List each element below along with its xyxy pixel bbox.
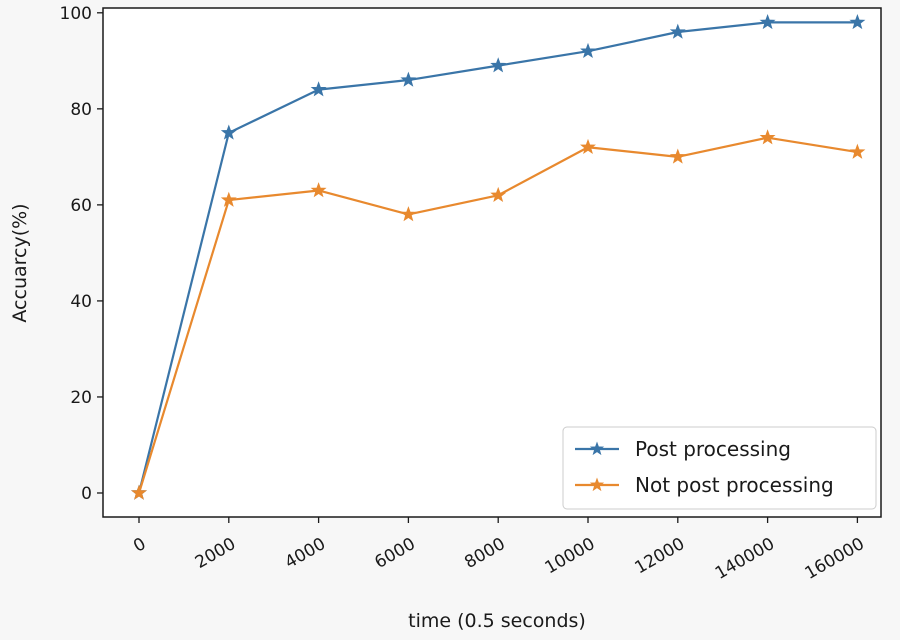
data-point <box>759 14 776 30</box>
y-tick-label: 40 <box>70 292 92 312</box>
data-point <box>131 484 147 500</box>
y-tick-label: 60 <box>70 196 92 216</box>
legend-marker <box>589 441 605 456</box>
y-tick-label: 100 <box>60 4 92 24</box>
x-tick-label: 10000 <box>542 534 599 578</box>
data-point <box>220 124 237 140</box>
x-tick-label: 12000 <box>631 534 688 578</box>
data-point <box>669 23 686 39</box>
legend-label: Post processing <box>635 437 791 461</box>
data-point <box>400 71 417 87</box>
y-tick-label: 20 <box>70 388 92 408</box>
data-point <box>490 57 507 73</box>
x-tick-label: 2000 <box>192 534 239 573</box>
data-point <box>490 186 507 203</box>
data-point <box>759 129 776 145</box>
y-tick-label: 80 <box>70 100 92 120</box>
data-point <box>310 81 327 97</box>
y-tick-label: 0 <box>81 484 92 504</box>
legend: Post processing Not post processing <box>562 426 877 510</box>
legend-marker <box>589 477 605 492</box>
data-point <box>220 191 237 207</box>
x-tick-label: 6000 <box>371 534 418 573</box>
data-point <box>400 206 417 222</box>
x-tick-label: 4000 <box>282 534 329 573</box>
data-point <box>669 148 686 164</box>
data-point <box>580 42 596 58</box>
y-axis-title: Accuarcy(%) <box>9 203 31 322</box>
y-axis: 0 20 40 60 80 100 <box>60 4 103 504</box>
data-point <box>849 14 866 30</box>
x-tick-label: 0 <box>130 534 149 557</box>
data-point <box>580 138 596 155</box>
x-axis-title: time (0.5 seconds) <box>408 610 586 632</box>
series-layer <box>131 14 866 500</box>
x-tick-label: 8000 <box>461 534 508 573</box>
data-point <box>849 143 866 159</box>
x-tick-label: 140000 <box>712 534 778 584</box>
legend-label: Not post processing <box>635 473 834 497</box>
x-tick-label: 160000 <box>802 534 868 584</box>
legend-box <box>562 426 877 510</box>
data-point <box>310 182 327 198</box>
x-axis: 0 2000 4000 6000 8000 10000 12000 140000 160000 <box>130 517 868 584</box>
